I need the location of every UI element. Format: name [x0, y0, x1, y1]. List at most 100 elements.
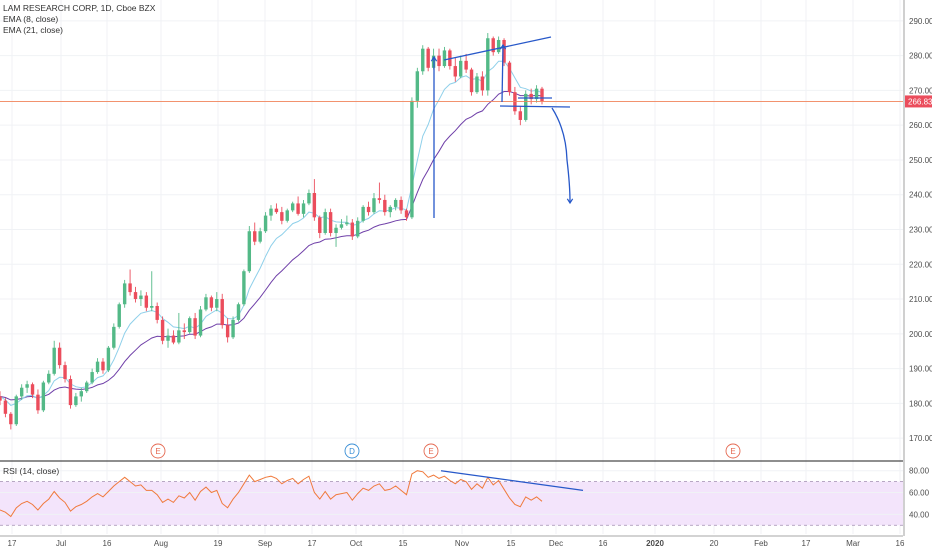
x-tick-label: 15: [399, 539, 408, 548]
candle-body: [0, 396, 2, 401]
candle-up: [52, 340, 56, 376]
candle-body: [540, 88, 544, 102]
candle-down: [171, 330, 176, 345]
candle-body: [410, 100, 414, 218]
x-tick-label: Dec: [549, 539, 563, 548]
annotation-arrowhead: [499, 43, 507, 50]
candle-body: [122, 283, 127, 305]
candle-up: [496, 36, 501, 54]
candle-down: [404, 208, 409, 221]
candle-down: [3, 398, 8, 418]
earnings-marker: E: [150, 443, 166, 459]
x-tick-label: 15: [507, 539, 516, 548]
candle-body: [350, 222, 354, 237]
candle-up: [334, 224, 338, 247]
rsi-tick-label: 80.00: [909, 467, 930, 476]
y-tick-label: 240.00: [909, 191, 932, 200]
candle-body: [63, 365, 67, 380]
candle-down: [57, 342, 62, 369]
candle-body: [133, 292, 138, 300]
y-tick-label: 290.00: [909, 17, 932, 26]
candle-up: [188, 316, 192, 334]
x-tick-label: Feb: [754, 539, 768, 548]
candle-body: [160, 319, 165, 341]
marker-label: E: [155, 447, 160, 456]
candle-down: [30, 382, 35, 399]
candle-body: [323, 212, 327, 233]
candle-up: [372, 192, 376, 214]
candle-body: [128, 283, 132, 293]
y-tick-label: 260.00: [909, 121, 932, 130]
candle-body: [399, 199, 403, 211]
candle-body: [177, 330, 181, 343]
candle-down: [399, 196, 403, 214]
candle-body: [312, 192, 317, 218]
candle-body: [95, 361, 100, 373]
x-tick-label: 19: [214, 539, 223, 548]
y-tick-label: 180.00: [909, 399, 932, 408]
candle-body: [442, 50, 447, 67]
candle-up: [79, 387, 83, 402]
earnings-marker: E: [725, 443, 741, 459]
candle-down: [101, 358, 105, 374]
candle-body: [318, 217, 322, 233]
candle-up: [215, 292, 219, 312]
y-tick-label: 230.00: [909, 226, 932, 235]
rsi-tick-label: 60.00: [909, 489, 930, 498]
ema21-line: [0, 91, 543, 401]
candle-body: [486, 38, 490, 91]
candle-down: [128, 269, 132, 296]
candle-down: [9, 412, 13, 430]
x-tick-label: 16: [896, 539, 905, 548]
candle-up: [112, 323, 116, 350]
candle-body: [459, 60, 463, 77]
candle-body: [475, 76, 479, 93]
candle-down: [253, 222, 257, 246]
candle-body: [36, 394, 40, 411]
candle-up: [236, 302, 241, 322]
annotation-second-arrow: [501, 44, 504, 103]
candle-up: [19, 384, 24, 400]
candle-body: [502, 39, 506, 63]
x-tick-label: 17: [802, 539, 811, 548]
candle-up: [166, 328, 170, 348]
candle-up: [323, 208, 327, 235]
candle-body: [85, 382, 89, 392]
x-tick-label: 2020: [646, 539, 664, 548]
candle-up: [242, 269, 246, 306]
candle-up: [247, 226, 252, 273]
candle-body: [41, 382, 46, 411]
x-tick-label: 20: [710, 539, 719, 548]
candle-up: [269, 205, 273, 221]
candle-body: [496, 39, 501, 53]
marker-label: E: [730, 447, 735, 456]
candle-body: [30, 384, 35, 395]
candle-down: [502, 38, 506, 67]
candle-up: [204, 293, 208, 312]
candle-body: [529, 93, 533, 100]
candle-up: [139, 290, 143, 306]
candle-body: [415, 71, 420, 101]
candle-body: [14, 396, 18, 425]
candle-body: [236, 304, 241, 320]
candle-up: [177, 312, 181, 345]
candle-body: [171, 335, 176, 343]
y-tick-label: 200.00: [909, 330, 932, 339]
candle-body: [426, 48, 430, 68]
candle-body: [25, 384, 29, 388]
candle-body: [296, 203, 300, 214]
candle-down: [144, 292, 149, 312]
candle-up: [41, 380, 46, 413]
candle-down: [133, 286, 138, 303]
candle-up: [231, 316, 235, 340]
candle-down: [0, 391, 2, 406]
candle-body: [366, 206, 371, 213]
y-tick-label: 280.00: [909, 52, 932, 61]
candle-up: [47, 370, 51, 385]
candle-down: [155, 302, 159, 324]
candle-up: [534, 85, 539, 103]
candle-body: [74, 396, 78, 406]
candle-body: [242, 271, 246, 305]
